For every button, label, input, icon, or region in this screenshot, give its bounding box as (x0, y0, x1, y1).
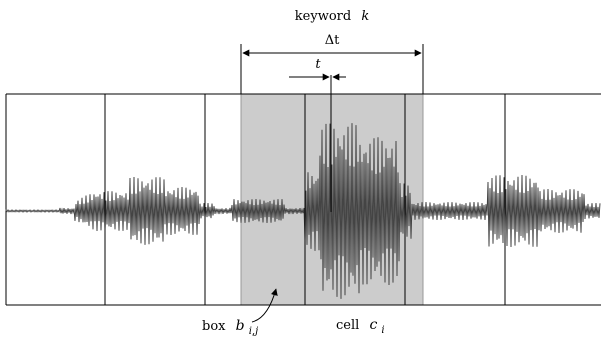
t-label: t (315, 57, 321, 72)
speech-waveform (5, 123, 601, 299)
cell-label: cell c i (336, 317, 385, 336)
box-word: box (202, 319, 226, 334)
delta-t-text: Δt (325, 33, 340, 48)
cell-symbol: c (369, 317, 377, 333)
cell-word: cell (336, 318, 359, 333)
box-symbol: b (236, 318, 245, 334)
box-subscript: i,j (249, 326, 258, 337)
keyword-label: keyword k (295, 9, 370, 24)
keyword-word: keyword (295, 9, 351, 24)
box-pointer-arrow (251, 288, 278, 323)
cell-subscript: i (381, 325, 384, 336)
keyword-symbol: k (361, 9, 369, 24)
box-label: box b i,j (202, 318, 258, 337)
delta-t-label: Δt (325, 33, 340, 48)
